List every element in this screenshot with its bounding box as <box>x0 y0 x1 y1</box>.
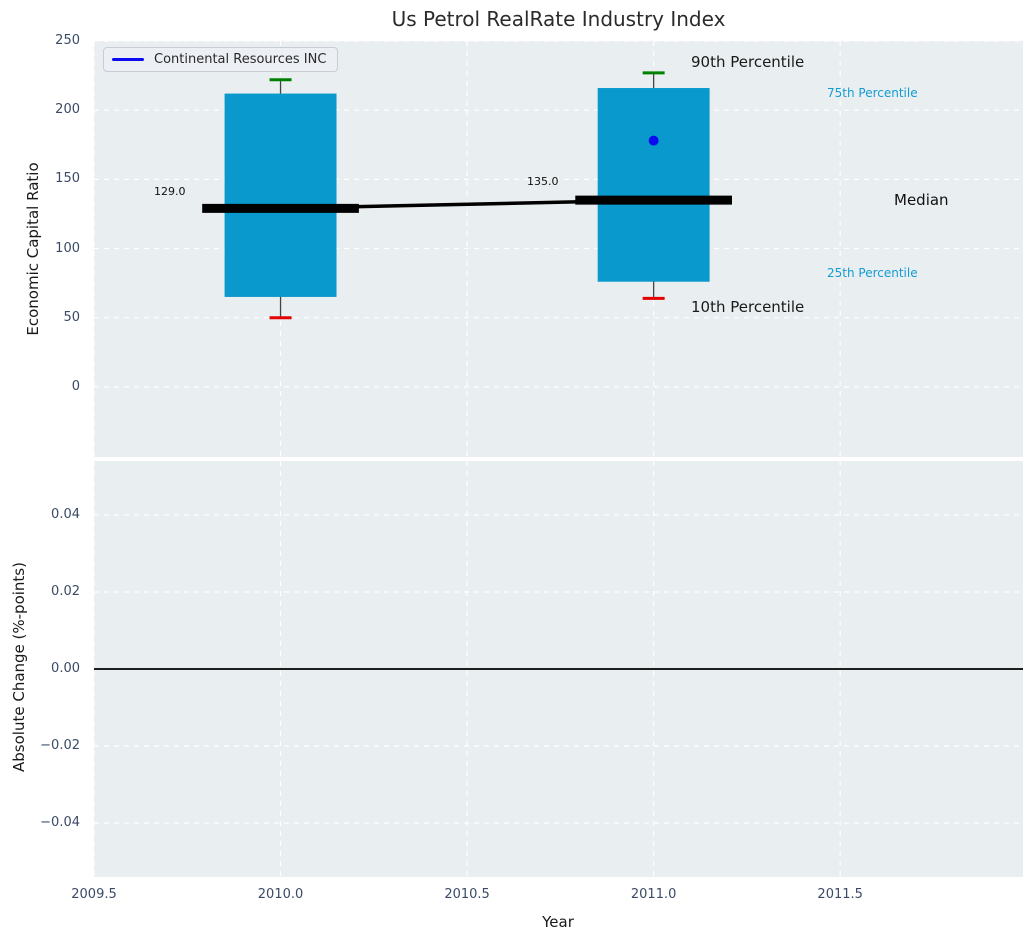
annotation-p75-label: 75th Percentile <box>827 86 918 100</box>
iqr-box <box>224 93 337 297</box>
top-plot-svg <box>94 41 1023 457</box>
top-ytick-label: 150 <box>55 171 80 187</box>
top-ytick-label: 200 <box>55 102 80 118</box>
bottom-plot-area <box>94 461 1023 877</box>
xtick-label: 2010.0 <box>257 887 304 902</box>
xtick-label: 2011.0 <box>630 887 677 902</box>
iqr-box <box>597 88 710 282</box>
bottom-ytick-label: 0.04 <box>51 506 80 522</box>
legend-label: Continental Resources INC <box>154 52 327 67</box>
annotation-median-value-2010: 129.0 <box>154 185 186 198</box>
xtick-label: 2009.5 <box>71 887 117 902</box>
top-ytick-label: 0 <box>71 378 80 394</box>
annotation-p90-label: 90th Percentile <box>691 53 805 71</box>
company-point <box>648 135 659 146</box>
bottom-ytick-label: −0.02 <box>40 738 80 754</box>
top-plot-area <box>94 41 1023 457</box>
annotation-p10-label: 10th Percentile <box>691 298 805 316</box>
xtick-label: 2011.5 <box>817 887 863 902</box>
xtick-label: 2010.5 <box>444 887 490 902</box>
annotation-median-label: Median <box>894 191 949 209</box>
legend-line-swatch <box>112 58 144 61</box>
bottom-ytick-label: 0.00 <box>51 661 80 676</box>
chart-title: Us Petrol RealRate Industry Index <box>391 7 726 31</box>
bottom-ytick-label: 0.02 <box>51 583 80 599</box>
top-ytick-label: 100 <box>55 240 80 256</box>
legend: Continental Resources INC <box>103 47 339 72</box>
annotation-median-value-2011: 135.0 <box>527 175 559 188</box>
top-ytick-label: 250 <box>55 33 80 48</box>
x-axis-label: Year <box>542 913 574 931</box>
top-ytick-label: 50 <box>63 309 80 325</box>
bottom-plot-svg <box>94 461 1023 877</box>
bottom-ytick-label: −0.04 <box>40 815 80 831</box>
annotation-p25-label: 25th Percentile <box>827 266 918 280</box>
